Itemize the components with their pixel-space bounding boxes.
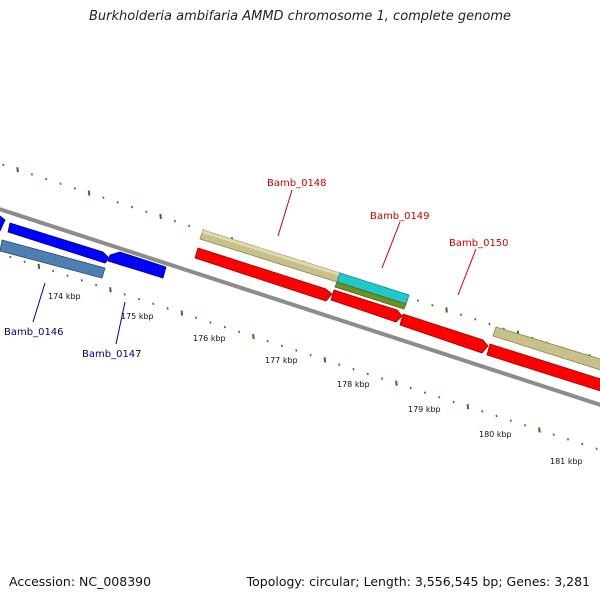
minor-tick xyxy=(488,322,491,326)
feature-bamb-0149-lower[interactable] xyxy=(334,281,407,310)
gene-bamb-0147[interactable] xyxy=(107,251,167,279)
minor-tick xyxy=(188,224,191,228)
gene-label-bamb-0150[interactable]: Bamb_0150 xyxy=(449,238,509,249)
scale-label: 176 kbp xyxy=(193,334,226,343)
minor-tick xyxy=(59,182,62,185)
tick-row-lower xyxy=(9,255,598,450)
minor-tick xyxy=(102,196,105,199)
minor-tick xyxy=(209,321,212,324)
map-title: Burkholderia ambifaria AMMD chromosome 1… xyxy=(88,9,512,24)
minor-tick xyxy=(381,377,384,380)
gene-left-partial[interactable] xyxy=(0,214,6,232)
minor-tick xyxy=(295,349,298,352)
minor-tick xyxy=(552,433,555,436)
gene-bamb-0150[interactable] xyxy=(399,313,489,354)
major-tick xyxy=(445,307,448,313)
minor-tick xyxy=(438,396,441,399)
minor-tick xyxy=(223,325,226,329)
scale-label: 181 kbp xyxy=(550,457,583,466)
minor-tick xyxy=(366,372,369,376)
accession-text: Accession: NC_008390 xyxy=(9,574,152,589)
minor-tick xyxy=(23,260,26,263)
scale-label: 174 kbp xyxy=(48,292,81,301)
minor-tick xyxy=(524,424,527,427)
minor-tick xyxy=(423,391,427,394)
minor-tick xyxy=(145,210,148,214)
minor-tick xyxy=(52,269,55,273)
minor-tick xyxy=(416,299,420,302)
minor-tick xyxy=(2,163,5,167)
major-tick xyxy=(538,427,541,433)
minor-tick xyxy=(9,255,12,259)
major-tick xyxy=(87,190,91,196)
gene-bamb-0146[interactable] xyxy=(0,239,106,279)
minor-tick xyxy=(130,205,134,209)
minor-tick xyxy=(566,438,570,441)
major-tick xyxy=(16,167,19,173)
minor-tick xyxy=(352,367,355,371)
scale-label: 177 kbp xyxy=(265,356,298,365)
minor-tick xyxy=(409,386,412,390)
scale-label: 175 kbp xyxy=(121,312,154,321)
minor-tick xyxy=(73,187,76,190)
minor-tick xyxy=(195,316,198,320)
major-tick xyxy=(466,403,470,410)
scale-label: 178 kbp xyxy=(337,380,370,389)
gene-label-bamb-0147[interactable]: Bamb_0147 xyxy=(82,349,142,360)
gene-labels: Bamb_0146 Bamb_0147 Bamb_0148 Bamb_0149 … xyxy=(4,178,509,360)
minor-tick xyxy=(338,363,341,366)
gene-bamb-0146-upper[interactable] xyxy=(7,222,110,264)
major-tick xyxy=(180,310,184,316)
topology-summary: Topology: circular; Length: 3,556,545 bp… xyxy=(246,574,590,589)
major-tick xyxy=(323,357,327,363)
minor-tick xyxy=(238,330,241,334)
minor-tick xyxy=(595,447,598,450)
major-tick xyxy=(252,333,255,340)
scale-label: 179 kbp xyxy=(408,405,441,414)
label-connectors xyxy=(32,189,477,345)
minor-tick xyxy=(116,201,119,204)
major-tick xyxy=(159,213,162,220)
gene-right-red[interactable] xyxy=(486,343,600,394)
major-tick xyxy=(395,380,398,386)
minor-tick xyxy=(309,353,312,357)
minor-tick xyxy=(459,313,462,316)
major-tick xyxy=(109,287,112,293)
minor-tick xyxy=(30,173,33,176)
gene-label-bamb-0148[interactable]: Bamb_0148 xyxy=(267,178,327,189)
minor-tick xyxy=(66,274,69,277)
minor-tick xyxy=(137,297,141,301)
feature-right-khaki[interactable] xyxy=(492,326,600,373)
minor-tick xyxy=(495,414,498,418)
minor-tick xyxy=(481,410,484,413)
minor-tick xyxy=(152,302,155,306)
minor-tick xyxy=(581,442,584,446)
minor-tick xyxy=(95,283,98,287)
gene-label-bamb-0149[interactable]: Bamb_0149 xyxy=(370,211,430,222)
minor-tick xyxy=(80,279,83,282)
minor-tick xyxy=(452,400,455,404)
minor-tick xyxy=(266,339,269,343)
minor-tick xyxy=(280,344,284,348)
gene-bamb-0148[interactable] xyxy=(194,247,333,302)
major-tick xyxy=(37,263,41,270)
gene-label-bamb-0146[interactable]: Bamb_0146 xyxy=(4,327,64,338)
scale-labels: 174 kbp 175 kbp 176 kbp 177 kbp 178 kbp … xyxy=(48,292,583,466)
scale-label: 180 kbp xyxy=(479,430,512,439)
chromosome-backbone xyxy=(0,204,600,407)
minor-tick xyxy=(45,177,48,181)
gene-bamb-0149[interactable] xyxy=(330,289,403,323)
minor-tick xyxy=(123,293,126,296)
minor-tick xyxy=(509,419,512,422)
minor-tick xyxy=(431,304,434,307)
minor-tick xyxy=(474,318,477,321)
minor-tick xyxy=(166,307,169,310)
minor-tick xyxy=(173,219,176,223)
